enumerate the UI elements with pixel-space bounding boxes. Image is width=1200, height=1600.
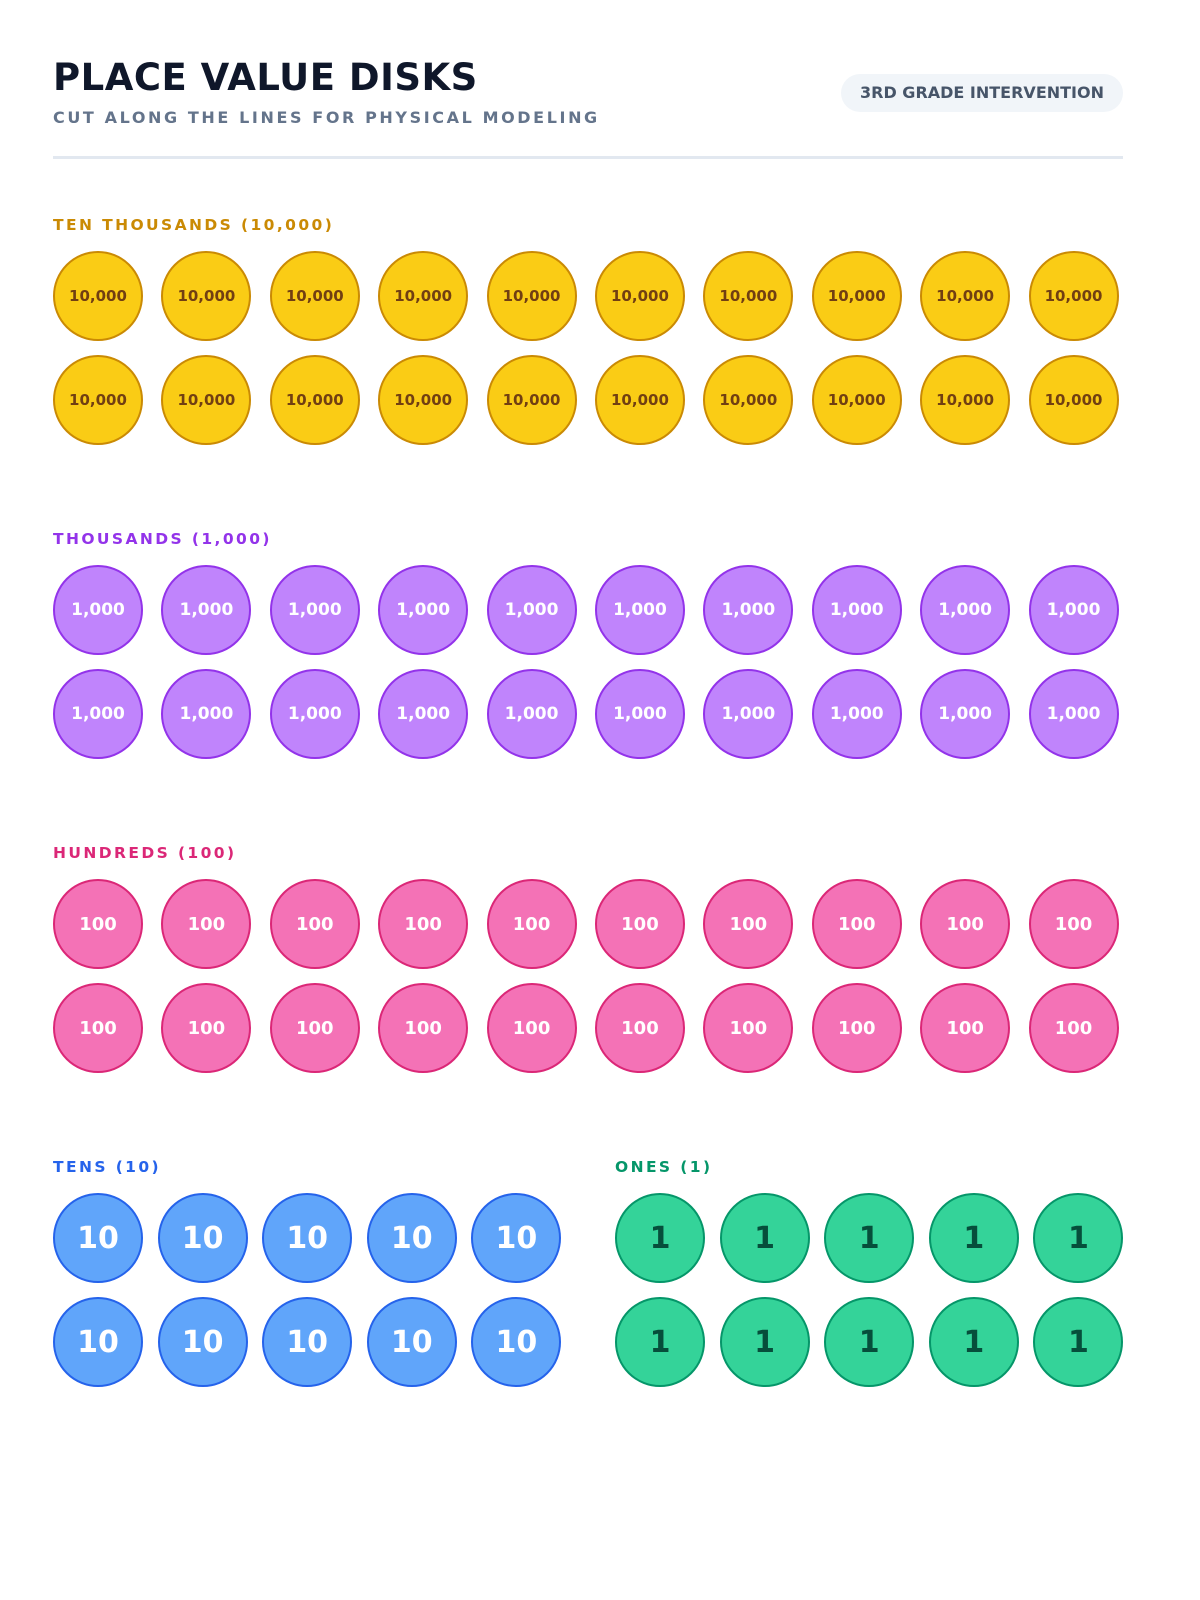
disk-ones: 1 bbox=[615, 1193, 705, 1283]
disk-thousands: 1,000 bbox=[1028, 669, 1119, 759]
disk-thousands: 1,000 bbox=[594, 669, 685, 759]
disk-tens: 10 bbox=[471, 1193, 562, 1283]
disk-ten-thousands: 10,000 bbox=[920, 355, 1011, 445]
disk-ten-thousands: 10,000 bbox=[920, 251, 1011, 341]
section-label: THOUSANDS (1,000) bbox=[53, 530, 272, 548]
disk-thousands: 1,000 bbox=[378, 669, 469, 759]
disk-ten-thousands: 10,000 bbox=[378, 355, 469, 445]
section-label: ONES (1) bbox=[615, 1158, 713, 1176]
section-ten-thousands: TEN THOUSANDS (10,000) 10,000 10,000 10,00… bbox=[53, 216, 1119, 445]
disk-hundreds: 100 bbox=[703, 983, 794, 1073]
disk-ones: 1 bbox=[1033, 1297, 1124, 1387]
disk-tens: 10 bbox=[262, 1297, 353, 1387]
disk-tens: 10 bbox=[157, 1297, 248, 1387]
disk-tens: 10 bbox=[366, 1193, 457, 1283]
disk-ten-thousands: 10,000 bbox=[1028, 251, 1119, 341]
disk-thousands: 1,000 bbox=[269, 669, 360, 759]
disk-hundreds: 100 bbox=[811, 879, 902, 969]
disk-ten-thousands: 10,000 bbox=[53, 251, 143, 341]
disk-ones: 1 bbox=[1033, 1193, 1124, 1283]
section-thousands: THOUSANDS (1,000) 1,000 1,000 1,000 1,000 1,… bbox=[53, 530, 1119, 759]
disk-hundreds: 100 bbox=[378, 879, 469, 969]
disk-grid: 1,000 1,000 1,000 1,000 1,000 1,000 1,000 1,000… bbox=[53, 565, 1119, 759]
disk-hundreds: 100 bbox=[594, 983, 685, 1073]
disk-hundreds: 100 bbox=[920, 983, 1011, 1073]
disk-thousands: 1,000 bbox=[920, 669, 1011, 759]
disk-thousands: 1,000 bbox=[53, 669, 143, 759]
disk-hundreds: 100 bbox=[161, 879, 252, 969]
disk-ten-thousands: 10,000 bbox=[811, 355, 902, 445]
disk-thousands: 1,000 bbox=[269, 565, 360, 655]
disk-thousands: 1,000 bbox=[161, 565, 252, 655]
page-title: PLACE VALUE DISKS bbox=[53, 56, 478, 99]
disk-ten-thousands: 10,000 bbox=[703, 355, 794, 445]
section-label: TEN THOUSANDS (10,000) bbox=[53, 216, 335, 234]
disk-thousands: 1,000 bbox=[486, 669, 577, 759]
disk-thousands: 1,000 bbox=[378, 565, 469, 655]
disk-ones: 1 bbox=[615, 1297, 705, 1387]
disk-ten-thousands: 10,000 bbox=[811, 251, 902, 341]
disk-hundreds: 100 bbox=[1028, 879, 1119, 969]
disk-tens: 10 bbox=[53, 1297, 143, 1387]
disk-hundreds: 100 bbox=[161, 983, 252, 1073]
disk-ten-thousands: 10,000 bbox=[269, 355, 360, 445]
disk-thousands: 1,000 bbox=[486, 565, 577, 655]
section-hundreds: HUNDREDS (100) 100 100 100 100 100 100 100 100 1… bbox=[53, 844, 1119, 1073]
disk-ten-thousands: 10,000 bbox=[486, 251, 577, 341]
disk-ones: 1 bbox=[928, 1193, 1019, 1283]
disk-hundreds: 100 bbox=[269, 983, 360, 1073]
disk-thousands: 1,000 bbox=[811, 669, 902, 759]
section-label: HUNDREDS (100) bbox=[53, 844, 237, 862]
disk-ten-thousands: 10,000 bbox=[378, 251, 469, 341]
disk-ten-thousands: 10,000 bbox=[703, 251, 794, 341]
disk-thousands: 1,000 bbox=[703, 669, 794, 759]
disk-ones: 1 bbox=[928, 1297, 1019, 1387]
disk-hundreds: 100 bbox=[269, 879, 360, 969]
disk-hundreds: 100 bbox=[594, 879, 685, 969]
disk-hundreds: 100 bbox=[53, 983, 143, 1073]
disk-hundreds: 100 bbox=[486, 879, 577, 969]
grade-badge: 3RD GRADE INTERVENTION bbox=[841, 74, 1123, 112]
disk-grid: 10 10 10 10 10 10 10 10 10 10 bbox=[53, 1193, 562, 1387]
disk-thousands: 1,000 bbox=[811, 565, 902, 655]
disk-ones: 1 bbox=[824, 1193, 915, 1283]
disk-hundreds: 100 bbox=[486, 983, 577, 1073]
disk-thousands: 1,000 bbox=[703, 565, 794, 655]
disk-thousands: 1,000 bbox=[594, 565, 685, 655]
disk-tens: 10 bbox=[157, 1193, 248, 1283]
section-tens: TENS (10) 10 10 10 10 10 10 10 10 10 10 bbox=[53, 1158, 562, 1387]
disk-hundreds: 100 bbox=[378, 983, 469, 1073]
disk-hundreds: 100 bbox=[920, 879, 1011, 969]
disk-ten-thousands: 10,000 bbox=[594, 251, 685, 341]
disk-tens: 10 bbox=[53, 1193, 143, 1283]
page-subtitle: CUT ALONG THE LINES FOR PHYSICAL MODELIN… bbox=[53, 108, 600, 127]
disk-ten-thousands: 10,000 bbox=[269, 251, 360, 341]
disk-tens: 10 bbox=[471, 1297, 562, 1387]
disk-hundreds: 100 bbox=[703, 879, 794, 969]
disk-thousands: 1,000 bbox=[161, 669, 252, 759]
section-label: TENS (10) bbox=[53, 1158, 162, 1176]
disk-grid: 10,000 10,000 10,000 10,000 10,000 10,000 10,0… bbox=[53, 251, 1119, 445]
disk-hundreds: 100 bbox=[1028, 983, 1119, 1073]
disk-thousands: 1,000 bbox=[1028, 565, 1119, 655]
disk-tens: 10 bbox=[262, 1193, 353, 1283]
disk-ten-thousands: 10,000 bbox=[486, 355, 577, 445]
disk-grid: 100 100 100 100 100 100 100 100 100 100 100 100 100 1… bbox=[53, 879, 1119, 1073]
disk-ten-thousands: 10,000 bbox=[161, 355, 252, 445]
disk-ten-thousands: 10,000 bbox=[161, 251, 252, 341]
disk-ones: 1 bbox=[719, 1297, 810, 1387]
disk-ten-thousands: 10,000 bbox=[594, 355, 685, 445]
disk-ten-thousands: 10,000 bbox=[1028, 355, 1119, 445]
disk-ones: 1 bbox=[719, 1193, 810, 1283]
disk-hundreds: 100 bbox=[53, 879, 143, 969]
disk-ten-thousands: 10,000 bbox=[53, 355, 143, 445]
disk-ones: 1 bbox=[824, 1297, 915, 1387]
disk-thousands: 1,000 bbox=[53, 565, 143, 655]
disk-hundreds: 100 bbox=[811, 983, 902, 1073]
disk-tens: 10 bbox=[366, 1297, 457, 1387]
header-divider bbox=[53, 156, 1123, 159]
disk-thousands: 1,000 bbox=[920, 565, 1011, 655]
